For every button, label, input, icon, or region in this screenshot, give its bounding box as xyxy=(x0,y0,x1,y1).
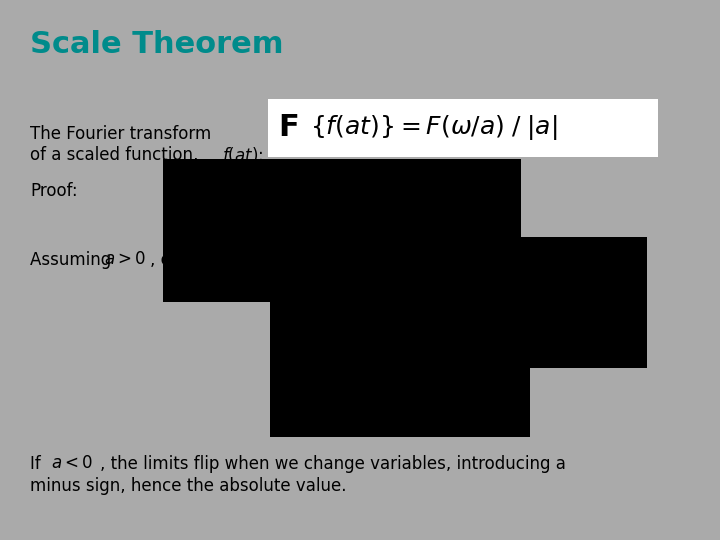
Bar xyxy=(270,368,530,437)
Text: $a > 0$: $a > 0$ xyxy=(104,251,146,268)
Bar xyxy=(163,237,647,302)
Text: $\{f(at)\} = F(\omega/a)\;/\;|a|$: $\{f(at)\} = F(\omega/a)\;/\;|a|$ xyxy=(310,113,557,143)
Text: Scale Theorem: Scale Theorem xyxy=(30,30,284,59)
Bar xyxy=(270,302,647,368)
Text: , the limits flip when we change variables, introducing a: , the limits flip when we change variabl… xyxy=(100,455,566,473)
Bar xyxy=(163,159,521,237)
Text: Assuming: Assuming xyxy=(30,251,117,269)
Text: The Fourier transform
of a scaled function,: The Fourier transform of a scaled functi… xyxy=(30,125,211,164)
Text: $f(at)$:: $f(at)$: xyxy=(222,145,264,165)
Text: $dt = du\,/\,a$: $dt = du\,/\,a$ xyxy=(412,251,492,270)
Text: If: If xyxy=(30,455,46,473)
Text: $\mathbf{F}$: $\mathbf{F}$ xyxy=(278,112,298,144)
Text: minus sign, hence the absolute value.: minus sign, hence the absolute value. xyxy=(30,477,346,495)
Bar xyxy=(268,99,658,157)
Text: , change variables:: , change variables: xyxy=(150,251,319,269)
Text: $u = at,$: $u = at,$ xyxy=(310,251,364,270)
Text: Proof:: Proof: xyxy=(30,182,78,200)
Text: $a < 0$: $a < 0$ xyxy=(51,455,93,472)
Text: so: so xyxy=(368,251,408,269)
